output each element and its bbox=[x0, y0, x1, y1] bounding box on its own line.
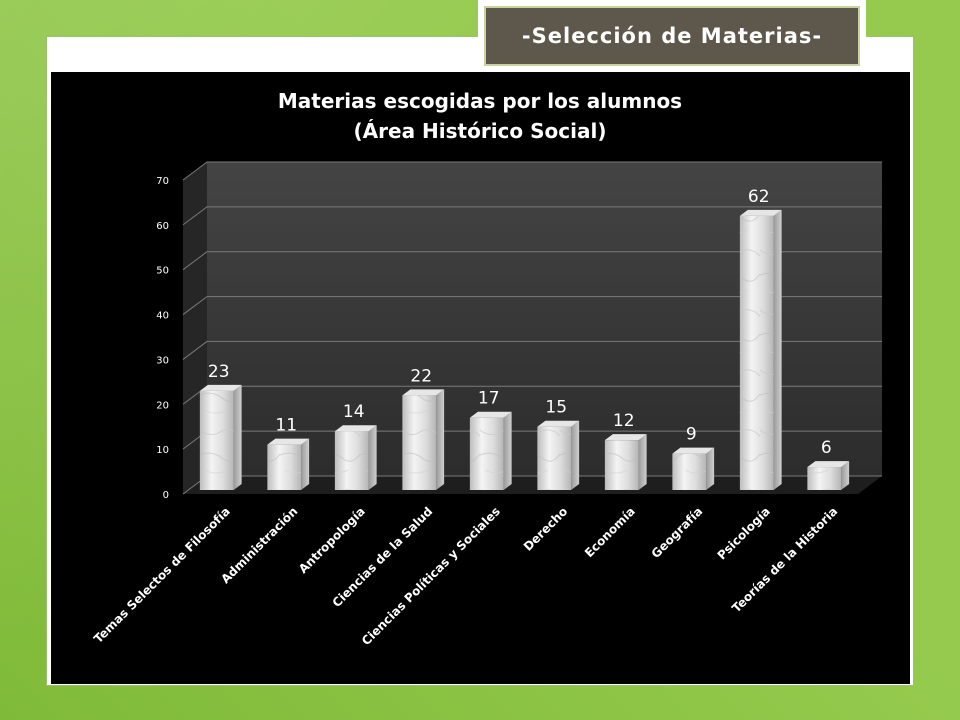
bar-side bbox=[841, 461, 850, 490]
x-tick-label: Temas Selectos de Filosofía bbox=[91, 504, 233, 646]
bar-texture bbox=[537, 426, 572, 490]
plot-area: 0 10 20 30 40 50 60 70 23 Temas Selectos de Filos… bbox=[91, 161, 882, 648]
y-tick-label: 50 bbox=[156, 266, 169, 277]
data-label: 12 bbox=[613, 411, 635, 431]
bar-top bbox=[402, 389, 445, 396]
x-tick-label: Psicología bbox=[715, 504, 773, 562]
data-label: 6 bbox=[821, 438, 832, 458]
gridline bbox=[182, 206, 882, 226]
bar-texture bbox=[334, 431, 369, 490]
x-tick-label: Ciencias Políticas y Sociales bbox=[359, 504, 503, 648]
slide-heading-box: -Selección de Materias- bbox=[478, 0, 866, 72]
bar-top bbox=[334, 425, 377, 432]
chart-title-line-2: (Área Histórico Social) bbox=[354, 119, 607, 143]
bar-texture bbox=[402, 395, 437, 490]
y-tick-label: 30 bbox=[156, 355, 169, 366]
y-tick-label: 0 bbox=[163, 490, 169, 501]
bar-texture bbox=[469, 417, 504, 490]
y-tick-label: 20 bbox=[156, 400, 169, 411]
gridline bbox=[182, 296, 882, 315]
bar-texture bbox=[267, 444, 302, 490]
bar-side bbox=[773, 209, 782, 490]
bar-texture bbox=[199, 390, 234, 490]
data-label: 14 bbox=[343, 402, 365, 422]
bar-top bbox=[199, 384, 242, 391]
bar-top bbox=[807, 461, 850, 468]
bar-side bbox=[706, 447, 715, 490]
x-tick-label: Geografía bbox=[649, 504, 706, 561]
x-tick-label: Administración bbox=[218, 504, 300, 586]
bar-top bbox=[267, 438, 310, 445]
slide-heading: -Selección de Materias- bbox=[484, 6, 860, 66]
bar-side bbox=[368, 425, 377, 490]
bar-top bbox=[672, 447, 715, 454]
data-label: 17 bbox=[478, 389, 500, 409]
y-tick-label: 10 bbox=[156, 445, 169, 456]
bar-side bbox=[301, 438, 310, 490]
bar-top bbox=[604, 434, 647, 441]
y-tick-label: 40 bbox=[156, 311, 169, 322]
bar-texture bbox=[739, 215, 774, 490]
gridline bbox=[182, 251, 882, 271]
bar-top bbox=[739, 209, 782, 216]
gridline bbox=[182, 161, 882, 181]
bar-side bbox=[638, 434, 647, 490]
data-label: 11 bbox=[275, 416, 297, 436]
bar-side bbox=[571, 420, 580, 490]
data-label: 23 bbox=[208, 362, 230, 382]
chart-title-line-1: Materias escogidas por los alumnos bbox=[278, 89, 682, 113]
x-tick-label: Economía bbox=[582, 504, 638, 560]
x-tick-label: Antropología bbox=[296, 504, 368, 576]
y-tick-label: 70 bbox=[156, 176, 169, 187]
data-label: 15 bbox=[545, 398, 567, 418]
bar-texture bbox=[672, 453, 707, 490]
data-label: 9 bbox=[686, 425, 697, 445]
gridline bbox=[182, 340, 882, 360]
bar-top bbox=[537, 420, 580, 427]
bar-side bbox=[436, 389, 445, 490]
bar-side bbox=[233, 384, 242, 490]
y-tick-label: 60 bbox=[156, 221, 169, 232]
data-label: 62 bbox=[748, 187, 770, 207]
bar-side bbox=[503, 411, 512, 490]
bar-texture bbox=[807, 467, 842, 490]
bar-top bbox=[469, 411, 512, 418]
x-tick-label: Derecho bbox=[521, 504, 571, 554]
chart-back-wall bbox=[207, 162, 882, 476]
data-label: 22 bbox=[410, 366, 432, 386]
bar-texture bbox=[604, 440, 639, 490]
